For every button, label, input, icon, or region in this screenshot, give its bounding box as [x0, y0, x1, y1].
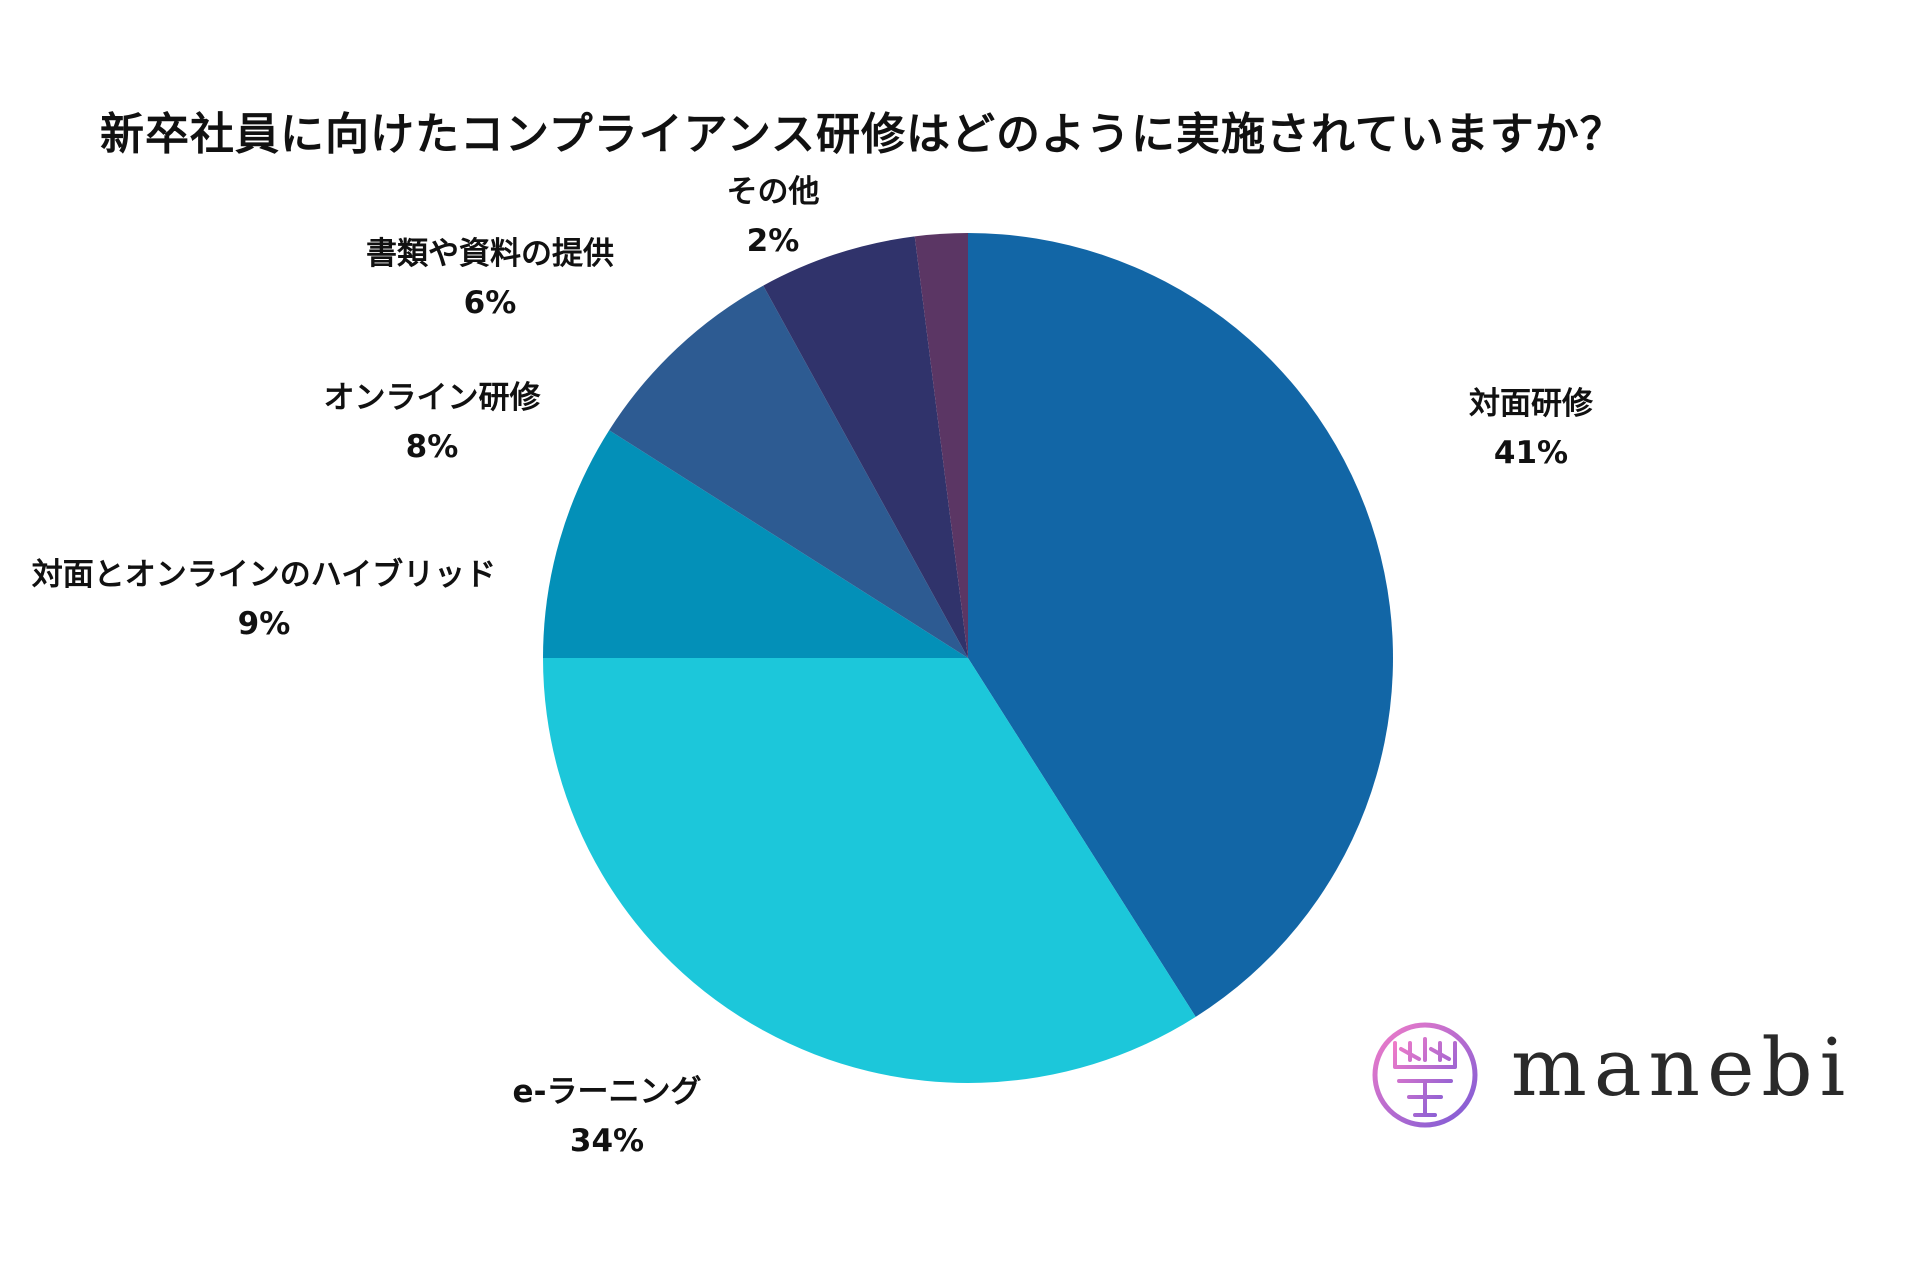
- pie-slice: [914, 233, 968, 658]
- slice-percent: 34%: [569, 1123, 645, 1159]
- slice-label-taimen: 対面研修 41%: [1469, 380, 1593, 478]
- pie-slice: [543, 430, 968, 658]
- slice-label-hybrid: 対面とオンラインのハイブリッド 9%: [32, 551, 496, 649]
- slice-label-online: オンライン研修 8%: [324, 374, 541, 472]
- slice-label-other: その他 2%: [727, 168, 820, 266]
- slice-name: e-ラーニング: [512, 1074, 702, 1110]
- pie-slice: [543, 658, 1196, 1083]
- manebi-logo-icon: [1372, 1022, 1478, 1128]
- slice-label-elearning: e-ラーニング 34%: [513, 1068, 702, 1166]
- slice-name: 対面とオンラインのハイブリッド: [31, 557, 497, 593]
- pie-slice: [609, 285, 968, 658]
- slice-percent: 41%: [1493, 435, 1569, 471]
- logo-wordmark: manebi: [1511, 1021, 1853, 1114]
- slice-percent: 9%: [237, 606, 291, 642]
- pie-slice: [968, 233, 1393, 1017]
- slice-name: オンライン研修: [323, 380, 541, 416]
- pie-slice: [763, 236, 968, 658]
- manebi-logo: manebi: [1365, 1015, 1845, 1145]
- slice-label-documents: 書類や資料の提供 6%: [366, 230, 614, 328]
- slice-percent: 6%: [463, 285, 517, 321]
- chart-title: 新卒社員に向けたコンプライアンス研修はどのように実施されていますか？: [100, 109, 1625, 160]
- slice-percent: 8%: [405, 429, 459, 465]
- slice-name: 書類や資料の提供: [366, 236, 614, 272]
- slice-percent: 2%: [746, 223, 800, 259]
- slice-name: その他: [726, 174, 820, 210]
- slice-name: 対面研修: [1469, 386, 1593, 422]
